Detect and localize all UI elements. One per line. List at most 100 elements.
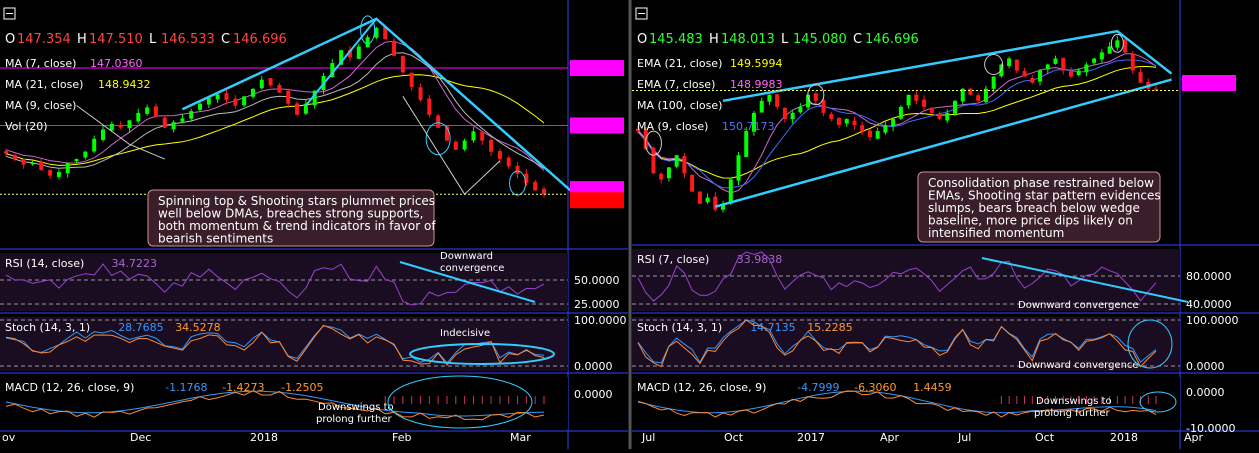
ohlc-value: 145.080 <box>793 32 847 47</box>
candle-body <box>837 117 842 126</box>
candle-body <box>383 26 388 40</box>
panel-bg <box>632 377 1180 429</box>
panel-bg <box>0 253 568 311</box>
annotation-line: both momentum & trend indicators in favo… <box>158 219 436 233</box>
panel-tick-label: 40.0000 <box>1186 298 1232 311</box>
candle-body <box>976 95 981 101</box>
candle-body <box>1053 58 1058 64</box>
trendline <box>305 18 378 107</box>
candle-body <box>666 167 671 179</box>
pattern-circle <box>984 54 1004 76</box>
candle-body <box>1076 70 1081 76</box>
candle-body <box>400 56 405 73</box>
candle-body <box>109 124 114 131</box>
candle-body <box>883 125 888 133</box>
indicator-value: 149.5994 <box>730 57 783 70</box>
macd-ellipse <box>1139 391 1177 413</box>
panel-value: 14.7135 <box>750 321 796 334</box>
candle-body <box>171 122 176 130</box>
candle-body <box>636 128 640 132</box>
time-tick-label: Jul <box>957 431 971 444</box>
candle-body <box>821 100 826 113</box>
candle-body <box>991 76 996 89</box>
ohlc-label: H <box>77 32 87 47</box>
wedge-top <box>722 29 1173 103</box>
candle-body <box>74 159 79 162</box>
panel-value: 1.4459 <box>913 381 952 394</box>
candle-body <box>813 93 818 101</box>
candle-body <box>829 114 834 119</box>
ma-line-slow <box>637 66 1157 179</box>
candle-body <box>775 94 780 107</box>
candle-body <box>898 106 903 119</box>
candle-body <box>330 63 335 77</box>
pattern-circle <box>807 84 825 106</box>
stoch-d-line <box>5 324 545 366</box>
collapse-icon[interactable] <box>3 7 16 20</box>
candle-body <box>489 140 494 152</box>
panel-tick-label: 100.0000 <box>1186 314 1239 327</box>
time-tick-label: Dec <box>130 431 151 444</box>
candle-body <box>339 50 344 65</box>
candle-body <box>127 120 132 129</box>
candle-body <box>1115 40 1120 48</box>
ohlc-label: H <box>709 32 719 47</box>
annotation-text: Consolidation phase restrained below EMAs… <box>928 176 1161 240</box>
collapse-icon[interactable] <box>635 7 648 20</box>
indicator-value: 148.9432 <box>98 78 151 91</box>
panel-tick-label: 0.0000 <box>574 388 613 401</box>
candle-body <box>806 94 811 108</box>
candle-body <box>1045 64 1050 70</box>
convergence-arrow <box>981 257 1189 303</box>
candle-body <box>56 172 61 177</box>
convergence-arrow <box>399 261 536 303</box>
ohlc-value: 146.696 <box>865 32 919 47</box>
time-tick-label: Jul <box>641 431 655 444</box>
price-tag <box>1182 74 1236 91</box>
panel-annotation-line: Downswings to <box>1036 396 1112 407</box>
candle-body <box>215 94 220 100</box>
candle-body <box>945 112 950 121</box>
candle-body <box>682 156 687 174</box>
candle-body <box>268 78 273 86</box>
ma-line-mid <box>5 52 545 169</box>
candle-body <box>751 112 756 132</box>
panel-annotation-line: Downward convergence <box>1018 360 1139 371</box>
candle-body <box>736 155 741 181</box>
candle-body <box>312 90 317 106</box>
candle-body <box>1099 52 1104 60</box>
pattern-circle <box>644 130 662 156</box>
panel-annotation: Downward convergence <box>1018 300 1139 311</box>
panel-tick-label: 100.0000 <box>574 314 627 327</box>
candle-body <box>721 203 726 210</box>
wedge-baseline <box>714 78 1172 208</box>
candle-body <box>162 117 167 128</box>
candle-body <box>1138 72 1143 83</box>
panel-tick-label: 0.0000 <box>1186 386 1225 399</box>
candle-body <box>4 151 8 154</box>
panel-annotation: Downward convergence <box>440 251 504 274</box>
panel-value: 28.7685 <box>118 321 164 334</box>
panel-value: 34.7223 <box>112 257 158 270</box>
candle-body <box>259 79 264 89</box>
annotation-line: Spinning top & Shooting stars plummet pr… <box>158 194 435 208</box>
ohlc-label: L <box>781 32 789 47</box>
time-tick-label: 2018 <box>1110 431 1138 444</box>
candle-body <box>1014 59 1019 71</box>
time-tick-label: Oct <box>724 431 744 444</box>
panel-tick-label: 50.0000 <box>574 274 620 287</box>
panel-tick-label: 25.0000 <box>574 298 620 311</box>
candle-body <box>1030 77 1035 83</box>
candle-body <box>1068 71 1073 77</box>
candle-body <box>444 126 449 141</box>
panel-label: MACD (12, 26, close, 9) <box>637 381 766 394</box>
candle-body <box>118 125 123 128</box>
annotation-line: bearish sentiments <box>158 232 273 246</box>
time-tick-label: Mar <box>510 431 531 444</box>
candle-body <box>690 174 695 192</box>
annotation-box <box>917 171 1161 243</box>
candle-body <box>533 181 538 191</box>
indicator-panel-macd: MACD (12, 26, close, 9) -4.7999 -6.3060 1.4… <box>632 377 1235 435</box>
indicator-label: MA (7, close) <box>5 57 76 70</box>
